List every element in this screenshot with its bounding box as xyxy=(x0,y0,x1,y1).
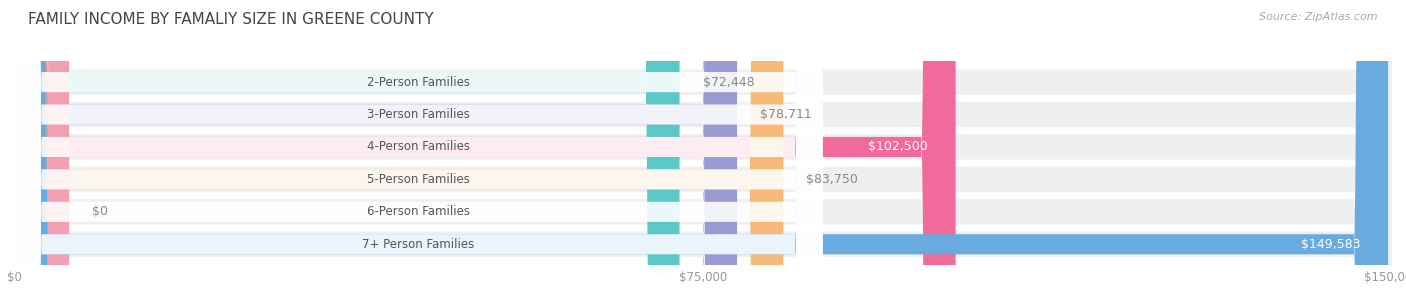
FancyBboxPatch shape xyxy=(14,0,1392,305)
FancyBboxPatch shape xyxy=(14,0,823,305)
Text: 4-Person Families: 4-Person Families xyxy=(367,141,470,153)
Text: 3-Person Families: 3-Person Families xyxy=(367,108,470,121)
FancyBboxPatch shape xyxy=(14,0,679,305)
Text: 7+ Person Families: 7+ Person Families xyxy=(363,238,474,251)
Text: $0: $0 xyxy=(93,205,108,218)
Text: 2-Person Families: 2-Person Families xyxy=(367,76,470,88)
FancyBboxPatch shape xyxy=(14,0,783,305)
Text: 5-Person Families: 5-Person Families xyxy=(367,173,470,186)
FancyBboxPatch shape xyxy=(14,0,823,305)
FancyBboxPatch shape xyxy=(14,0,1392,305)
FancyBboxPatch shape xyxy=(14,0,823,305)
FancyBboxPatch shape xyxy=(14,0,823,305)
Text: $72,448: $72,448 xyxy=(703,76,754,88)
Text: $83,750: $83,750 xyxy=(807,173,858,186)
FancyBboxPatch shape xyxy=(14,0,737,305)
Text: $102,500: $102,500 xyxy=(869,141,928,153)
FancyBboxPatch shape xyxy=(14,0,1392,305)
FancyBboxPatch shape xyxy=(14,0,1392,305)
FancyBboxPatch shape xyxy=(14,0,1392,305)
FancyBboxPatch shape xyxy=(14,0,1388,305)
Text: $78,711: $78,711 xyxy=(761,108,811,121)
FancyBboxPatch shape xyxy=(14,0,956,305)
Text: FAMILY INCOME BY FAMALIY SIZE IN GREENE COUNTY: FAMILY INCOME BY FAMALIY SIZE IN GREENE … xyxy=(28,12,433,27)
Text: Source: ZipAtlas.com: Source: ZipAtlas.com xyxy=(1260,12,1378,22)
FancyBboxPatch shape xyxy=(14,0,69,305)
FancyBboxPatch shape xyxy=(14,0,1392,305)
FancyBboxPatch shape xyxy=(14,0,823,305)
Text: 6-Person Families: 6-Person Families xyxy=(367,205,470,218)
Text: $149,583: $149,583 xyxy=(1301,238,1361,251)
FancyBboxPatch shape xyxy=(14,0,823,305)
